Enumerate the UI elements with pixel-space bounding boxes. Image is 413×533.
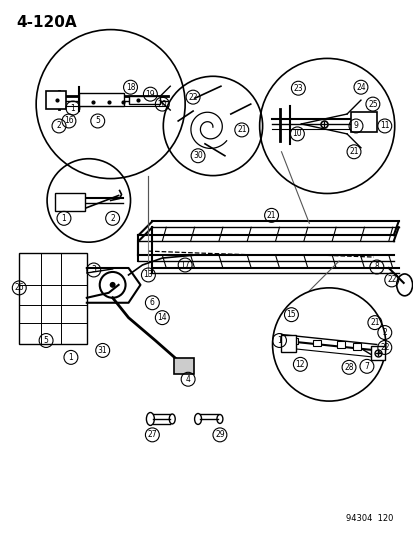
Text: 28: 28 <box>344 363 353 372</box>
Text: 21: 21 <box>237 125 246 134</box>
Text: 2: 2 <box>110 214 115 223</box>
Text: 7: 7 <box>363 362 368 371</box>
Text: 1: 1 <box>70 103 75 112</box>
Text: 1: 1 <box>62 214 66 223</box>
FancyBboxPatch shape <box>281 335 296 352</box>
Text: 21: 21 <box>266 211 275 220</box>
Text: 30: 30 <box>193 151 202 160</box>
FancyBboxPatch shape <box>78 93 123 106</box>
Text: 8: 8 <box>374 262 378 271</box>
FancyBboxPatch shape <box>55 193 85 212</box>
Text: 27: 27 <box>147 430 157 439</box>
Text: 10: 10 <box>292 130 301 139</box>
Text: 23: 23 <box>293 84 302 93</box>
FancyBboxPatch shape <box>46 91 66 109</box>
Text: 15: 15 <box>286 310 296 319</box>
Text: 9: 9 <box>353 122 358 131</box>
FancyBboxPatch shape <box>174 358 194 374</box>
Text: 21: 21 <box>369 318 379 327</box>
Text: 18: 18 <box>126 83 135 92</box>
Text: 16: 16 <box>64 117 74 125</box>
FancyBboxPatch shape <box>350 112 376 132</box>
Text: 2: 2 <box>382 328 386 337</box>
Text: 4-120A: 4-120A <box>16 15 77 30</box>
Text: 19: 19 <box>145 90 155 99</box>
Text: 22: 22 <box>386 276 396 285</box>
Text: 2: 2 <box>57 122 61 131</box>
Text: 24: 24 <box>355 83 365 92</box>
Text: 6: 6 <box>150 298 154 307</box>
Text: 25: 25 <box>367 100 377 109</box>
Text: 5: 5 <box>43 336 48 345</box>
Text: 13: 13 <box>143 270 153 279</box>
FancyBboxPatch shape <box>290 337 298 344</box>
Text: 11: 11 <box>379 122 389 131</box>
Circle shape <box>109 282 115 288</box>
Text: 20: 20 <box>157 100 167 109</box>
FancyBboxPatch shape <box>370 346 384 360</box>
Text: 1: 1 <box>276 336 281 345</box>
Text: 31: 31 <box>97 346 107 355</box>
FancyBboxPatch shape <box>313 340 320 346</box>
Text: 1: 1 <box>69 353 73 362</box>
Text: 29: 29 <box>215 430 224 439</box>
Text: 14: 14 <box>157 313 167 322</box>
Text: 22: 22 <box>188 93 197 102</box>
Text: 22: 22 <box>379 343 389 352</box>
Text: 12: 12 <box>295 360 304 369</box>
Text: 5: 5 <box>95 117 100 125</box>
FancyBboxPatch shape <box>352 343 360 350</box>
Text: 26: 26 <box>14 284 24 293</box>
Text: 17: 17 <box>180 261 190 270</box>
FancyBboxPatch shape <box>128 96 160 104</box>
Text: 94304  120: 94304 120 <box>346 514 393 523</box>
Text: 3: 3 <box>91 265 96 274</box>
FancyBboxPatch shape <box>19 253 87 344</box>
Text: 4: 4 <box>185 375 190 384</box>
Text: 21: 21 <box>349 147 358 156</box>
FancyBboxPatch shape <box>336 342 344 349</box>
